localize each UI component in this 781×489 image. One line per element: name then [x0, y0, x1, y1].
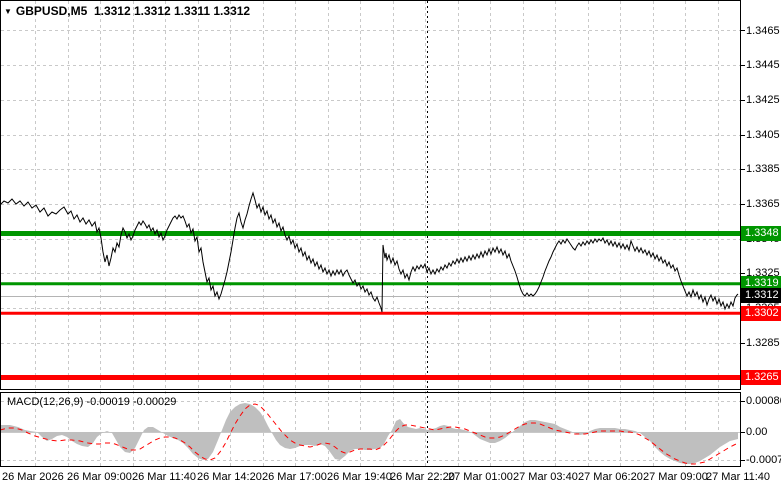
price-badge-1.3265: 1.3265	[741, 370, 781, 385]
price-badge-1.3312: 1.3312	[741, 288, 781, 304]
price-tickmark	[741, 65, 745, 66]
price-tick-label: 1.3325	[746, 267, 780, 280]
price-tick-label: 1.3445	[746, 59, 780, 72]
symbol-period-label: GBPUSD,M5	[15, 4, 88, 18]
macd-tick-label: 0.00086	[746, 395, 781, 408]
price-tickmark	[741, 135, 745, 136]
price-tick-label: 1.3385	[746, 163, 780, 176]
price-tickmark	[741, 30, 745, 31]
macd-tickmark	[741, 401, 745, 402]
price-badge-1.3348: 1.3348	[741, 225, 781, 241]
price-tickmark	[741, 343, 745, 344]
price-tick-label: 1.3365	[746, 198, 780, 210]
macd-signal-line	[0, 403, 739, 465]
price-tick-label: 1.3405	[746, 128, 780, 141]
time-tick-label: 26 Mar 11:40	[132, 471, 197, 483]
macd-histogram	[0, 403, 738, 464]
time-tick-label: 27 Mar 03:40	[513, 471, 578, 483]
time-tick-label: 26 Mar 14:20	[197, 471, 262, 483]
macd-tickmark	[741, 432, 745, 433]
price-tickmark	[741, 169, 745, 170]
chart-title: ▼ GBPUSD,M5 1.3312 1.3312 1.3311 1.3312	[4, 4, 250, 18]
price-tick-label: 1.3465	[746, 24, 780, 37]
time-tick-label: 26 Mar 22:20	[390, 471, 455, 483]
time-tick-label: 26 Mar 09:00	[67, 471, 132, 483]
time-tick-label: 26 Mar 19:40	[327, 471, 392, 483]
time-tick-label: 27 Mar 06:20	[578, 471, 643, 483]
price-tickmark	[741, 204, 745, 205]
time-tick-label: 26 Mar 2026	[2, 471, 64, 483]
main-pane-border	[0, 0, 741, 390]
time-tick-label: 27 Mar 09:00	[643, 471, 708, 483]
price-tickmark	[741, 100, 745, 101]
price-tick-label: 1.3285	[746, 336, 780, 349]
macd-tick-label: -0.00078	[746, 454, 781, 467]
time-tick-label: 27 Mar 11:40	[706, 471, 771, 483]
price-line	[0, 191, 739, 313]
price-tickmark	[741, 273, 745, 274]
macd-tickmark	[741, 460, 745, 461]
time-tick-label: 26 Mar 17:00	[262, 471, 327, 483]
price-badge-1.3319: 1.3319	[741, 276, 781, 292]
ohlc-values: 1.3312 1.3312 1.3311 1.3312	[93, 4, 251, 18]
collapse-triangle-icon[interactable]: ▼	[4, 7, 12, 16]
macd-tick-label: 0.00	[746, 426, 768, 438]
macd-indicator-label: MACD(12,26,9) -0.00019 -0.00029	[7, 396, 177, 408]
price-tick-label: 1.3425	[746, 93, 780, 106]
time-tick-label: 27 Mar 01:00	[448, 471, 513, 483]
price-badge-1.3302: 1.3302	[741, 305, 781, 321]
